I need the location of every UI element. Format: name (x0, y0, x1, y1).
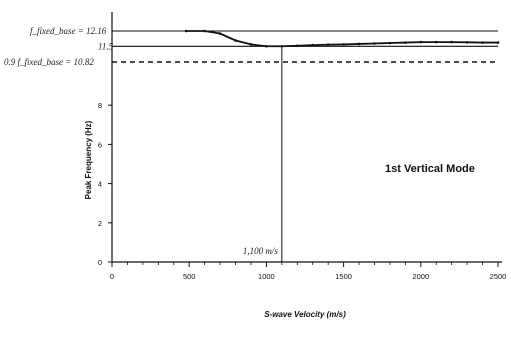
data-point (357, 42, 361, 46)
data-point (326, 43, 330, 46)
y-tick-label: 8 (98, 101, 102, 110)
data-point (373, 42, 376, 45)
x-tick-label: 500 (183, 272, 196, 281)
data-point (481, 41, 484, 44)
data-point (265, 44, 268, 48)
x-tick-label: 1000 (258, 272, 275, 281)
y-tick-label: 6 (98, 140, 102, 149)
x-tick-label: 1500 (335, 272, 352, 281)
data-point (465, 41, 469, 44)
mode-annotation: 1st Vertical Mode (385, 163, 475, 175)
y-tick-label: 4 (98, 180, 102, 189)
y-tick-label: 0 (98, 258, 102, 267)
data-point (434, 40, 438, 44)
data-point (280, 44, 284, 48)
data-point (218, 32, 222, 35)
data-point (234, 39, 237, 42)
series (184, 29, 500, 48)
reference-lines: f_fixed_base = 12.16 11.5 0.9 f_fixed_base… (4, 26, 498, 67)
reference-line-label: f_fixed_base = 12.16 (30, 26, 107, 36)
ticks: 0 500 1000 1500 2000 2500 0 2 4 6 8 (98, 101, 507, 281)
series-line (186, 30, 498, 48)
data-point (203, 29, 206, 33)
data-point (388, 41, 392, 45)
data-point (342, 43, 345, 46)
velocity-marker: 1,100 m/s (243, 46, 283, 262)
y-axis-title: Peak Frequency (Hz) (84, 120, 93, 199)
axes (111, 12, 502, 263)
data-point (450, 40, 453, 44)
y-tick-label: 2 (98, 219, 102, 228)
x-tick-label: 2000 (412, 272, 429, 281)
reference-line-label: 11.5 (98, 41, 114, 51)
x-tick-label: 0 (110, 272, 114, 281)
data-point (249, 43, 253, 46)
data-point (295, 44, 299, 48)
data-point (184, 29, 188, 33)
x-axis-title: S-wave Velocity (m/s) (264, 310, 346, 319)
marker-label: 1,100 m/s (243, 246, 279, 256)
reference-line-label: 0.9 f_fixed_base = 10.82 (4, 57, 94, 67)
data-point (404, 41, 407, 44)
x-tick-label: 2500 (490, 272, 507, 281)
data-point (496, 41, 500, 44)
data-point (419, 40, 423, 44)
data-point (311, 43, 315, 47)
